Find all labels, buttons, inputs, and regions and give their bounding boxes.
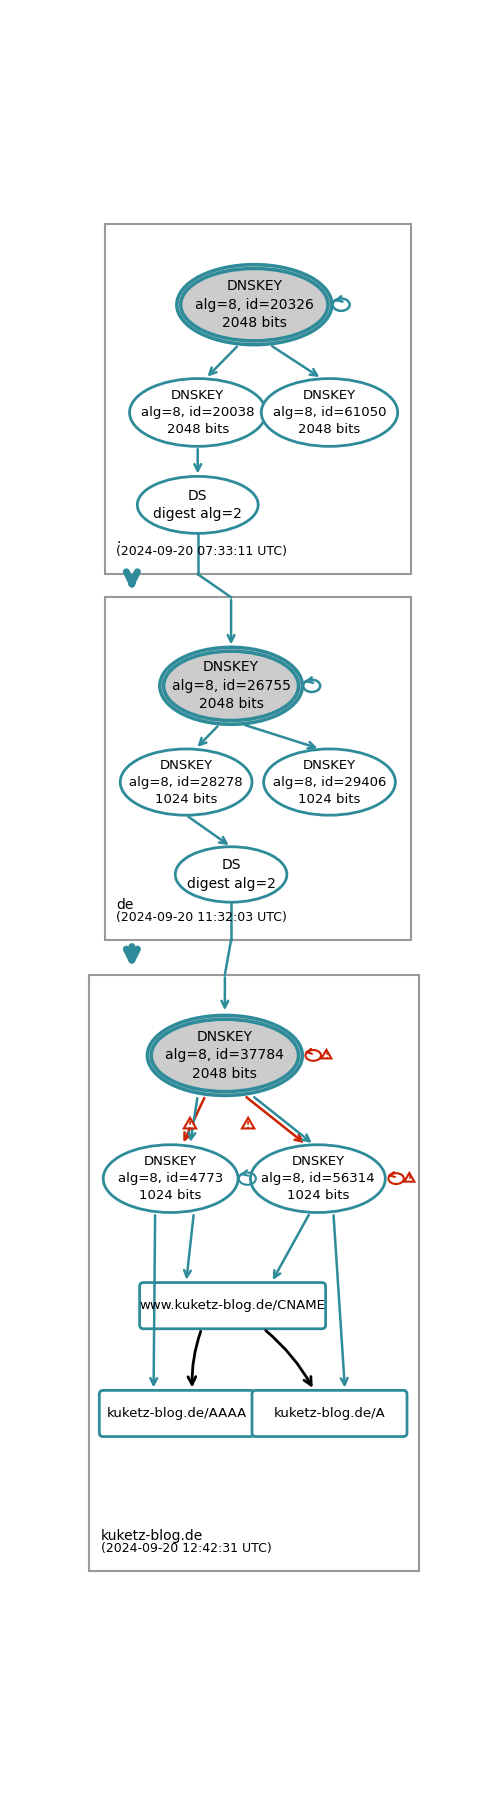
Ellipse shape [120, 749, 252, 816]
Text: DNSKEY
alg=8, id=20038
2048 bits: DNSKEY alg=8, id=20038 2048 bits [141, 389, 254, 436]
FancyBboxPatch shape [252, 1390, 407, 1437]
Ellipse shape [130, 378, 266, 447]
Ellipse shape [137, 477, 258, 533]
Polygon shape [242, 1118, 254, 1129]
Text: www.kuketz-blog.de/CNAME: www.kuketz-blog.de/CNAME [140, 1299, 326, 1313]
Bar [105, 598, 411, 940]
Text: !: ! [325, 1052, 329, 1061]
Text: DNSKEY
alg=8, id=4773
1024 bits: DNSKEY alg=8, id=4773 1024 bits [118, 1154, 223, 1201]
Text: (2024-09-20 12:42:31 UTC): (2024-09-20 12:42:31 UTC) [101, 1542, 272, 1554]
Text: DNSKEY
alg=8, id=28278
1024 bits: DNSKEY alg=8, id=28278 1024 bits [129, 758, 243, 805]
Bar [89, 974, 418, 1570]
Text: DNSKEY
alg=8, id=26755
2048 bits: DNSKEY alg=8, id=26755 2048 bits [171, 661, 291, 711]
Text: !: ! [407, 1174, 412, 1183]
FancyBboxPatch shape [99, 1390, 254, 1437]
Ellipse shape [177, 265, 332, 344]
Ellipse shape [103, 1145, 238, 1212]
Text: !: ! [246, 1120, 250, 1129]
Text: DNSKEY
alg=8, id=61050
2048 bits: DNSKEY alg=8, id=61050 2048 bits [273, 389, 386, 436]
Text: DNSKEY
alg=8, id=20326
2048 bits: DNSKEY alg=8, id=20326 2048 bits [195, 279, 314, 330]
Text: DNSKEY
alg=8, id=56314
1024 bits: DNSKEY alg=8, id=56314 1024 bits [261, 1154, 375, 1201]
Polygon shape [322, 1050, 331, 1059]
Ellipse shape [175, 846, 287, 902]
Text: DS
digest alg=2: DS digest alg=2 [153, 488, 242, 520]
Text: .: . [116, 531, 121, 546]
Text: (2024-09-20 11:32:03 UTC): (2024-09-20 11:32:03 UTC) [116, 911, 287, 924]
Text: de: de [116, 897, 134, 911]
Text: DS
digest alg=2: DS digest alg=2 [187, 859, 275, 891]
Polygon shape [404, 1172, 414, 1181]
Text: kuketz-blog.de: kuketz-blog.de [101, 1529, 203, 1543]
Ellipse shape [263, 749, 396, 816]
Ellipse shape [160, 647, 302, 724]
Text: !: ! [188, 1120, 192, 1129]
Text: DNSKEY
alg=8, id=37784
2048 bits: DNSKEY alg=8, id=37784 2048 bits [166, 1030, 284, 1081]
Ellipse shape [261, 378, 398, 447]
Polygon shape [184, 1118, 196, 1129]
Text: DNSKEY
alg=8, id=29406
1024 bits: DNSKEY alg=8, id=29406 1024 bits [273, 758, 386, 805]
Text: (2024-09-20 07:33:11 UTC): (2024-09-20 07:33:11 UTC) [116, 546, 287, 558]
Bar [105, 223, 411, 575]
FancyBboxPatch shape [140, 1282, 326, 1329]
Ellipse shape [250, 1145, 385, 1212]
Ellipse shape [148, 1016, 302, 1095]
Text: kuketz-blog.de/A: kuketz-blog.de/A [274, 1407, 385, 1419]
Text: kuketz-blog.de/AAAA: kuketz-blog.de/AAAA [107, 1407, 247, 1419]
